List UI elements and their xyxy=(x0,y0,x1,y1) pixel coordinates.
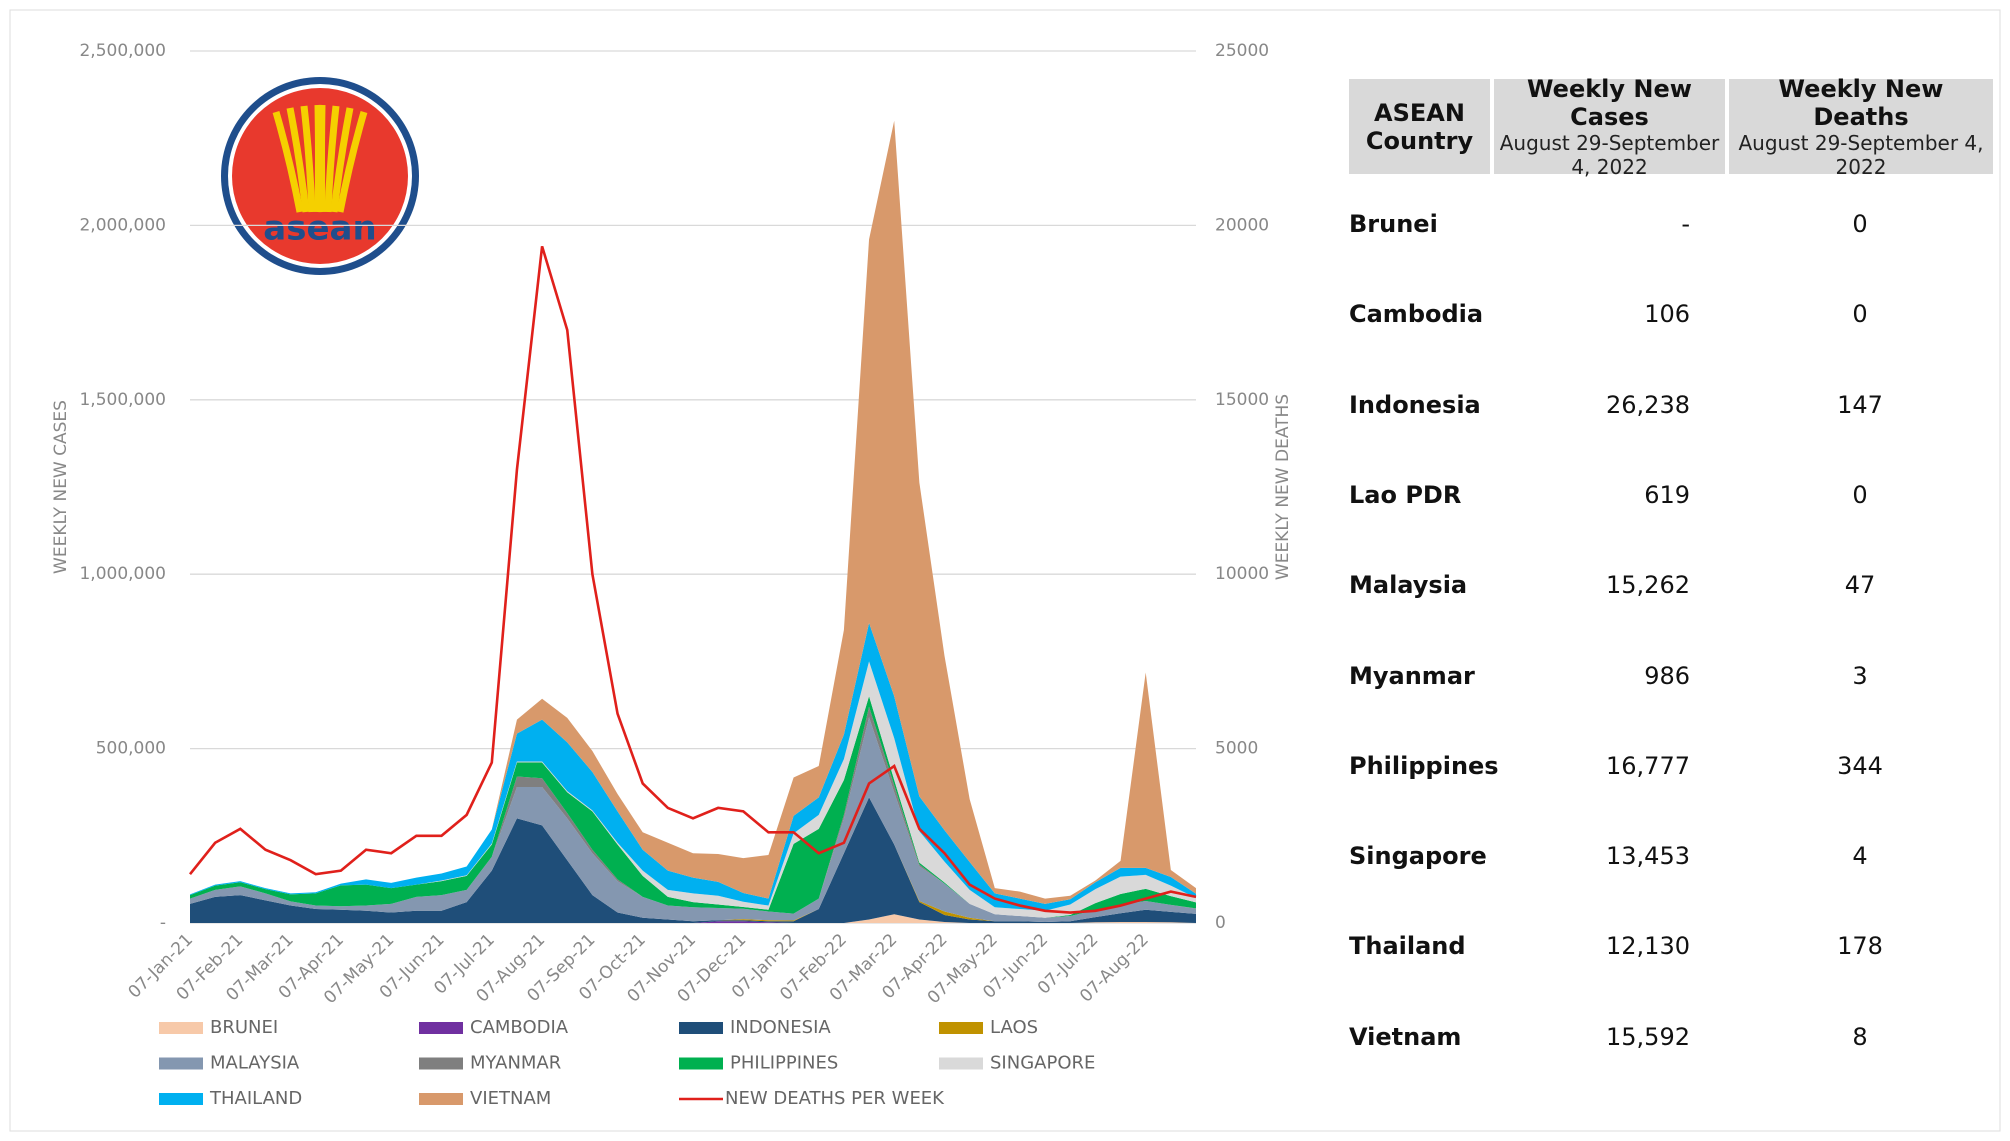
y2-tick-label: 10000 xyxy=(1215,564,1269,584)
legend-swatch xyxy=(679,1022,723,1034)
y-tick-label: 500,000 xyxy=(96,739,166,759)
table-cell: 47 xyxy=(1844,571,1876,600)
table-cell: Malaysia xyxy=(1349,571,1468,600)
legend-label: LAOS xyxy=(990,1017,1038,1038)
y2-tick-label: 25000 xyxy=(1215,41,1269,61)
frame xyxy=(9,9,2001,1132)
table-cell: 0 xyxy=(1852,480,1868,509)
legend-label: SINGAPORE xyxy=(990,1053,1095,1074)
legend-label: MYANMAR xyxy=(470,1053,561,1074)
table-cell: 8 xyxy=(1852,1022,1868,1051)
logo: asean xyxy=(221,77,419,275)
table-cell: 13,453 xyxy=(1606,842,1690,871)
legend-swatch xyxy=(159,1022,203,1034)
table-cell: 0 xyxy=(1852,210,1868,238)
legend-label: PHILIPPINES xyxy=(730,1053,838,1074)
area xyxy=(190,717,1196,922)
table-cell: 15,262 xyxy=(1606,571,1690,600)
area xyxy=(190,623,1196,911)
legend-swatch xyxy=(419,1057,463,1070)
y-tick-label: 2,500,000 xyxy=(79,41,166,61)
table-cell: Vietnam xyxy=(1349,1022,1462,1051)
area xyxy=(190,797,1196,923)
legend-swatch xyxy=(419,1022,463,1034)
table-cell: Indonesia xyxy=(1349,390,1481,419)
logo-text: asean xyxy=(263,209,376,249)
header-title: Weekly New Deaths xyxy=(1778,74,1944,131)
table-cell: 147 xyxy=(1837,390,1883,419)
header-subtitle: August 29-September 4, 2022 xyxy=(1738,130,1984,179)
header-subtitle: August 29-September 4, 2022 xyxy=(1499,130,1720,179)
y-tick-label: 1,500,000 xyxy=(79,390,166,410)
table-cell: Lao PDR xyxy=(1349,480,1462,509)
table-cell: 178 xyxy=(1837,932,1883,961)
y-tick-label: - xyxy=(160,913,166,933)
header-title: ASEAN Country xyxy=(1365,98,1474,155)
legend-swatch xyxy=(419,1093,463,1105)
y2-tick-label: 0 xyxy=(1215,913,1226,933)
table-cell: Thailand xyxy=(1349,932,1466,961)
legend-label: VIETNAM xyxy=(470,1088,551,1109)
legend-label: MALAYSIA xyxy=(210,1053,300,1074)
table-cell: - xyxy=(1681,210,1690,238)
header-cell: ASEAN Country xyxy=(1349,79,1490,174)
y2-tick-label: 20000 xyxy=(1215,215,1269,235)
table-cell: Brunei xyxy=(1349,210,1438,238)
legend-label: CAMBODIA xyxy=(470,1017,569,1038)
area xyxy=(190,661,1196,918)
table-cell: 0 xyxy=(1852,300,1868,329)
table-cell: 344 xyxy=(1837,751,1883,780)
header-title: Weekly New Cases xyxy=(1527,74,1692,131)
header-cell: Weekly New Deaths August 29-September 4, … xyxy=(1729,75,1993,179)
header-cell: Weekly New Cases August 29-September 4, 2… xyxy=(1494,75,1725,179)
table-cell: 15,592 xyxy=(1606,1022,1690,1051)
table-cell: Philippines xyxy=(1349,751,1499,780)
y2-tick-label: 5000 xyxy=(1215,739,1258,759)
table-cell: 26,238 xyxy=(1606,390,1690,419)
table-cell: 3 xyxy=(1852,661,1868,690)
y-tick-label: 2,000,000 xyxy=(79,215,166,235)
legend-label: BRUNEI xyxy=(210,1017,278,1038)
table-cell: 106 xyxy=(1644,300,1690,329)
y2-axis-title: WEEKLY NEW DEATHS xyxy=(1273,394,1293,580)
y-tick-label: 1,000,000 xyxy=(79,564,166,584)
table-cell: Myanmar xyxy=(1349,661,1475,690)
table-cell: 4 xyxy=(1852,842,1868,871)
y2-tick-label: 15000 xyxy=(1215,390,1269,410)
table-cell: 619 xyxy=(1644,480,1690,509)
legend-label: INDONESIA xyxy=(730,1017,831,1038)
legend-swatch xyxy=(159,1057,203,1070)
table-cell: 986 xyxy=(1644,661,1690,690)
legend-label: NEW DEATHS PER WEEK xyxy=(725,1088,945,1109)
table-cell: 12,130 xyxy=(1606,932,1690,961)
table-cell: 16,777 xyxy=(1606,751,1690,780)
legend-swatch xyxy=(939,1022,983,1034)
legend-swatch xyxy=(939,1057,983,1070)
y-axis-title: WEEKLY NEW CASES xyxy=(51,400,71,574)
table-cell: Cambodia xyxy=(1349,300,1484,329)
area xyxy=(190,696,1196,918)
line xyxy=(188,245,1197,914)
legend-swatch xyxy=(159,1093,203,1105)
area xyxy=(190,120,1196,904)
legend-label: THAILAND xyxy=(209,1088,302,1109)
legend-swatch xyxy=(679,1057,723,1070)
table-cell: Singapore xyxy=(1349,842,1487,871)
